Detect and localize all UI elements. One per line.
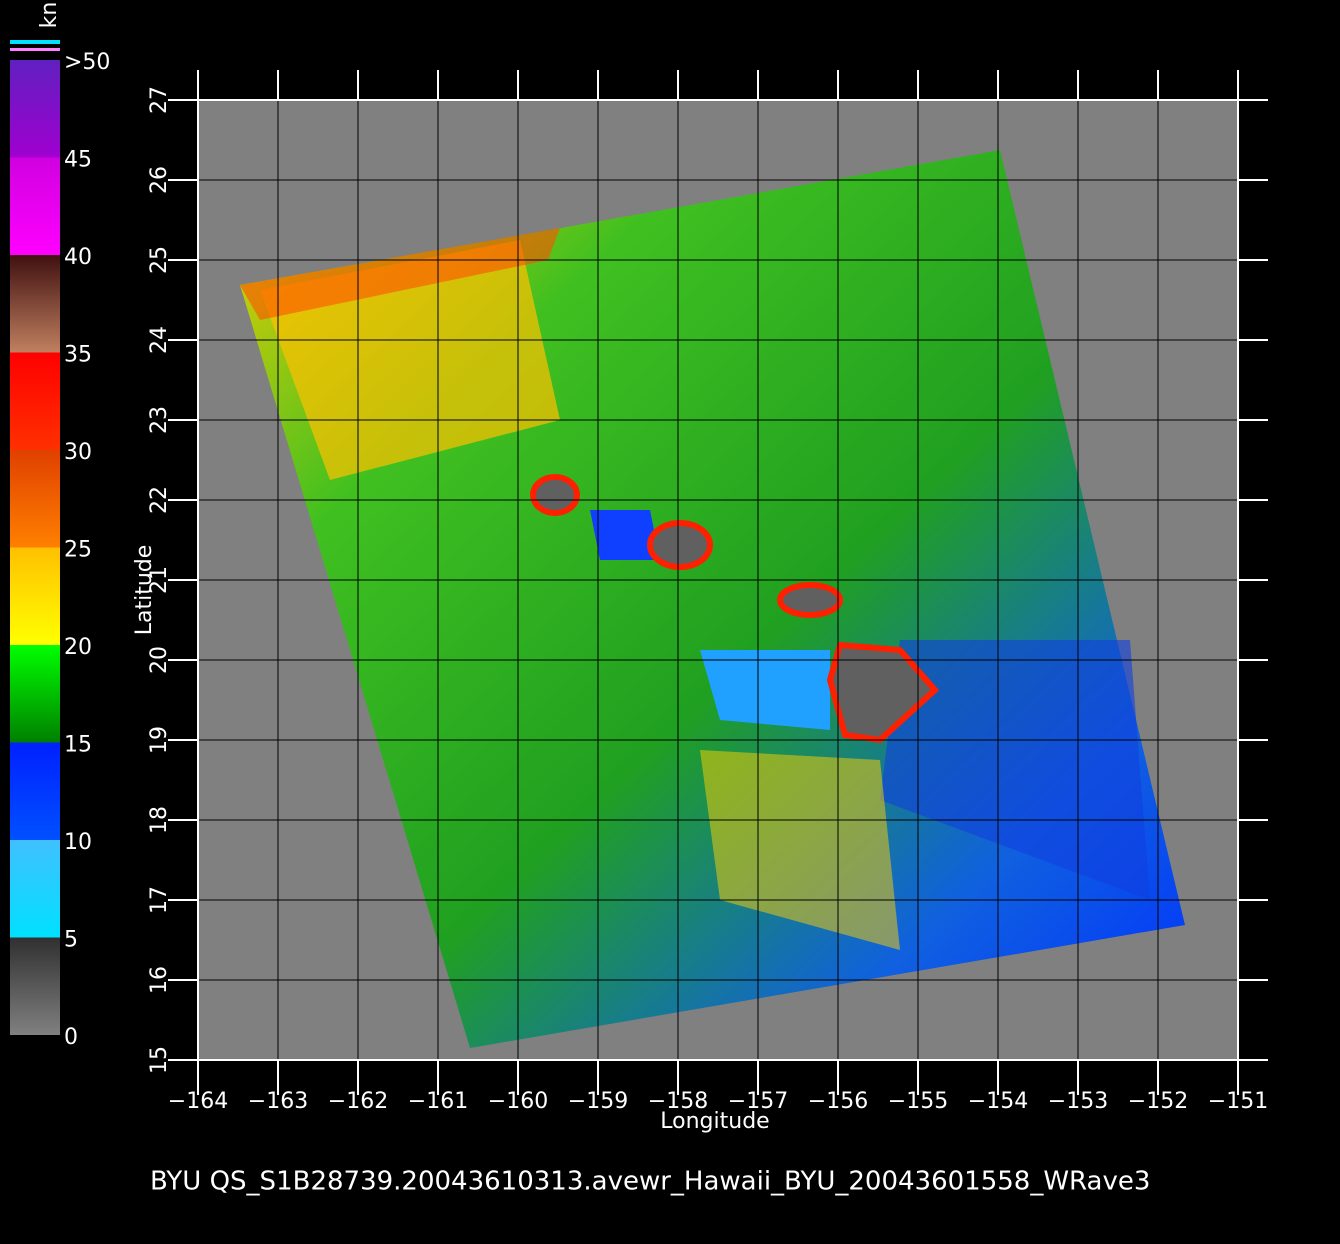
colorbar-label: 25 [64, 538, 92, 563]
y-tick-label: 20 [147, 646, 172, 674]
colorbar-label: 40 [64, 245, 92, 270]
x-tick-label: −164 [168, 1089, 228, 1114]
colorbar-label: 5 [64, 928, 78, 953]
y-tick-label: 21 [147, 566, 172, 594]
colorbar-cap [10, 40, 60, 44]
colorbar-segment [10, 645, 60, 743]
x-axis-label: Longitude [660, 1109, 769, 1134]
x-tick-label: −157 [728, 1089, 788, 1114]
plot-frame [197, 99, 1239, 1061]
y-tick-label: 17 [147, 886, 172, 914]
y-tick-label: 26 [147, 166, 172, 194]
x-tick-label: −155 [888, 1089, 948, 1114]
colorbar-segment [10, 742, 60, 840]
x-tick-label: −154 [968, 1089, 1028, 1114]
colorbar-label: 0 [64, 1025, 78, 1050]
colorbar-label: 10 [64, 830, 92, 855]
x-tick-label: −151 [1208, 1089, 1268, 1114]
y-tick-label: 23 [147, 406, 172, 434]
colorbar-label: 45 [64, 148, 92, 173]
colorbar-label: 30 [64, 440, 92, 465]
x-tick-label: −163 [248, 1089, 308, 1114]
x-tick-label: −160 [488, 1089, 548, 1114]
colorbar-label: 20 [64, 635, 92, 660]
y-tick-label: 18 [147, 806, 172, 834]
footer: BYU QS_S1B28739.20043610313.avewr_Hawaii… [150, 1167, 1150, 1197]
x-tick-label: −152 [1128, 1089, 1188, 1114]
colorbar-segment [10, 547, 60, 645]
y-tick-label: 22 [147, 486, 172, 514]
x-tick-label: −162 [328, 1089, 388, 1114]
x-tick-label: −153 [1048, 1089, 1108, 1114]
colorbar-segment [10, 255, 60, 353]
colorbar-segment [10, 157, 60, 255]
x-tick-label: −156 [808, 1089, 868, 1114]
colorbar-segment [10, 840, 60, 938]
x-tick-label: −159 [568, 1089, 628, 1114]
y-tick-label: 16 [147, 966, 172, 994]
y-tick-label: 25 [147, 246, 172, 274]
y-tick-label: 27 [147, 86, 172, 114]
x-tick-label: −161 [408, 1089, 468, 1114]
colorbar-segment [10, 937, 60, 1035]
colorbar-segment [10, 450, 60, 548]
y-tick-label: 19 [147, 726, 172, 754]
colorbar-label: 15 [64, 733, 92, 758]
colorbar-unit: kn [37, 2, 62, 29]
colorbar-label: >50 [64, 50, 110, 75]
colorbar-label: 35 [64, 343, 92, 368]
y-axis-label: Latitude [132, 545, 157, 636]
colorbar-segment [10, 60, 60, 158]
y-tick-label: 15 [147, 1046, 172, 1074]
colorbar-cap [10, 48, 60, 51]
colorbar-segment [10, 352, 60, 450]
y-tick-label: 24 [147, 326, 172, 354]
x-tick-label: −158 [648, 1089, 708, 1114]
